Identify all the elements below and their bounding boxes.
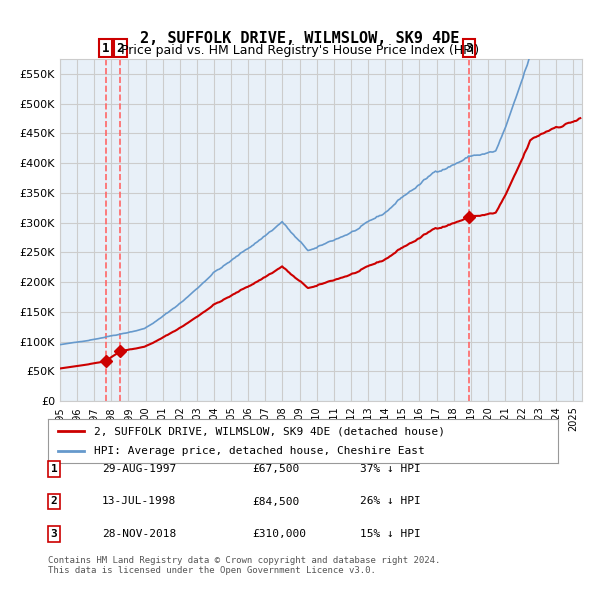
Text: 37% ↓ HPI: 37% ↓ HPI bbox=[360, 464, 421, 474]
Text: 29-AUG-1997: 29-AUG-1997 bbox=[102, 464, 176, 474]
Text: HPI: Average price, detached house, Cheshire East: HPI: Average price, detached house, Ches… bbox=[94, 446, 425, 455]
Text: £67,500: £67,500 bbox=[252, 464, 299, 474]
Text: 1: 1 bbox=[102, 42, 109, 55]
Text: 26% ↓ HPI: 26% ↓ HPI bbox=[360, 497, 421, 506]
Text: 2: 2 bbox=[50, 497, 58, 506]
Text: 2: 2 bbox=[116, 42, 124, 55]
Text: 3: 3 bbox=[50, 529, 58, 539]
Text: £84,500: £84,500 bbox=[252, 497, 299, 506]
Text: 1: 1 bbox=[50, 464, 58, 474]
Text: Price paid vs. HM Land Registry's House Price Index (HPI): Price paid vs. HM Land Registry's House … bbox=[121, 44, 479, 57]
Text: Contains HM Land Registry data © Crown copyright and database right 2024.
This d: Contains HM Land Registry data © Crown c… bbox=[48, 556, 440, 575]
Text: 2, SUFFOLK DRIVE, WILMSLOW, SK9 4DE (detached house): 2, SUFFOLK DRIVE, WILMSLOW, SK9 4DE (det… bbox=[94, 427, 445, 436]
Text: £310,000: £310,000 bbox=[252, 529, 306, 539]
Text: 13-JUL-1998: 13-JUL-1998 bbox=[102, 497, 176, 506]
Text: 3: 3 bbox=[466, 42, 473, 55]
Text: 2, SUFFOLK DRIVE, WILMSLOW, SK9 4DE: 2, SUFFOLK DRIVE, WILMSLOW, SK9 4DE bbox=[140, 31, 460, 46]
Text: 15% ↓ HPI: 15% ↓ HPI bbox=[360, 529, 421, 539]
Text: 28-NOV-2018: 28-NOV-2018 bbox=[102, 529, 176, 539]
